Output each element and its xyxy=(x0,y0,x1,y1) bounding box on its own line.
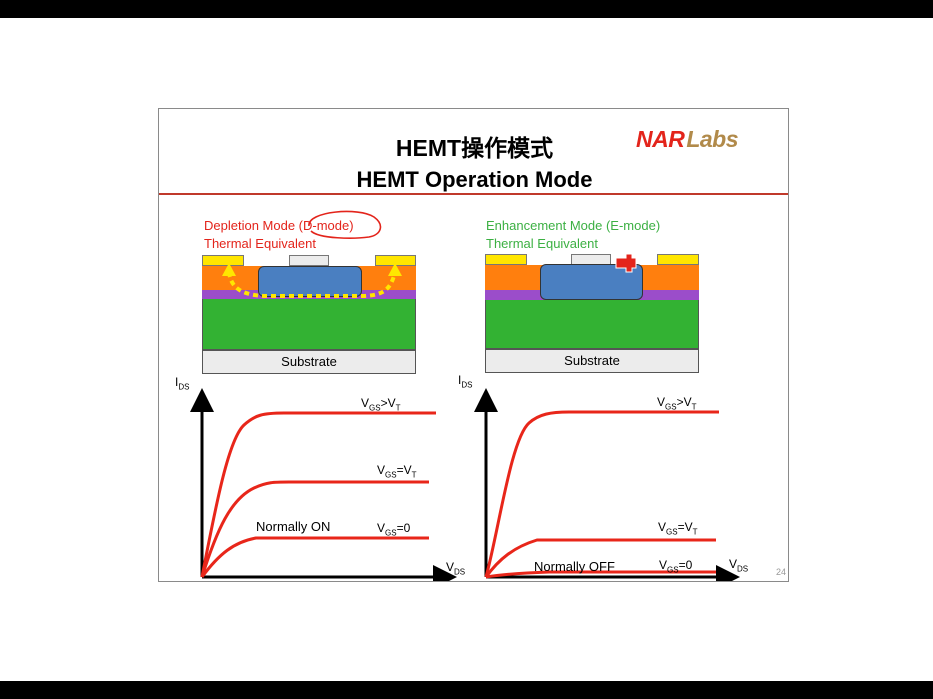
slide-title-chinese: HEMT操作模式 xyxy=(395,135,554,161)
d-mode-normally-on-label: Normally ON xyxy=(256,519,331,534)
top-letterbox xyxy=(0,0,933,18)
d-mode-substrate: Substrate xyxy=(202,350,416,374)
slide-title-english: HEMT Operation Mode xyxy=(356,167,593,192)
logo-nar: NAR xyxy=(636,126,685,152)
title-divider xyxy=(159,193,788,195)
d-mode-y-axis-label: IDS xyxy=(175,375,190,392)
d-mode-caption: Depletion Mode (D-mode) xyxy=(204,218,354,233)
page-number: 24 xyxy=(776,567,787,577)
e-mode-label-vgs-gt-vt: VGS>VT xyxy=(657,395,697,412)
d-mode-annotation-circle xyxy=(308,210,382,239)
d-mode-buffer-layer xyxy=(202,298,416,350)
bottom-letterbox xyxy=(0,681,933,699)
d-mode-curve-vgs-eq-0 xyxy=(200,536,429,578)
e-mode-curve-vgs-eq-vt xyxy=(484,538,716,578)
d-mode-label-vgs-eq-vt: VGS=VT xyxy=(377,463,417,480)
e-mode-source-contact xyxy=(485,254,527,265)
e-mode-substrate: Substrate xyxy=(485,349,699,373)
d-mode-heat-arrow-left xyxy=(222,263,236,276)
e-mode-hotspot xyxy=(615,253,637,273)
d-mode-heat-arrow-right xyxy=(388,263,402,276)
d-mode-curve-vgs-gt-vt xyxy=(200,411,436,578)
d-mode-label-vgs-eq-0: VGS=0 xyxy=(377,521,411,538)
e-mode-x-axis-label: VDS xyxy=(729,557,749,574)
e-mode-label-vgs-eq-vt: VGS=VT xyxy=(658,520,698,537)
d-mode-source-contact xyxy=(202,255,244,266)
diagram-graphics xyxy=(190,210,740,581)
logo-labs: Labs xyxy=(686,126,739,152)
e-mode-curve-vgs-gt-vt xyxy=(484,410,719,578)
d-mode-heat-flow-path xyxy=(227,271,397,298)
e-mode-thermal-caption: Thermal Equivalent xyxy=(486,236,598,251)
d-mode-curve-vgs-eq-vt xyxy=(200,480,429,578)
e-mode-label-vgs-eq-0: VGS=0 xyxy=(659,558,693,575)
d-mode-x-axis-label: VDS xyxy=(446,560,466,577)
e-mode-normally-off-label: Normally OFF xyxy=(534,559,615,574)
e-mode-caption: Enhancement Mode (E-mode) xyxy=(486,218,661,233)
d-mode-gate-region xyxy=(258,266,362,297)
d-mode-thermal-caption: Thermal Equivalent xyxy=(204,236,316,251)
e-mode-drain-contact xyxy=(657,254,699,265)
slide: HEMT操作模式 HEMT Operation Mode NARLabs Dep… xyxy=(158,108,789,582)
e-mode-y-axis-label: IDS xyxy=(458,373,473,390)
d-mode-gate-contact xyxy=(289,255,329,266)
e-mode-curve-vgs-eq-0 xyxy=(485,570,716,579)
d-mode-label-vgs-gt-vt: VGS>VT xyxy=(361,396,401,413)
narlabs-logo: NARLabs xyxy=(636,126,739,153)
